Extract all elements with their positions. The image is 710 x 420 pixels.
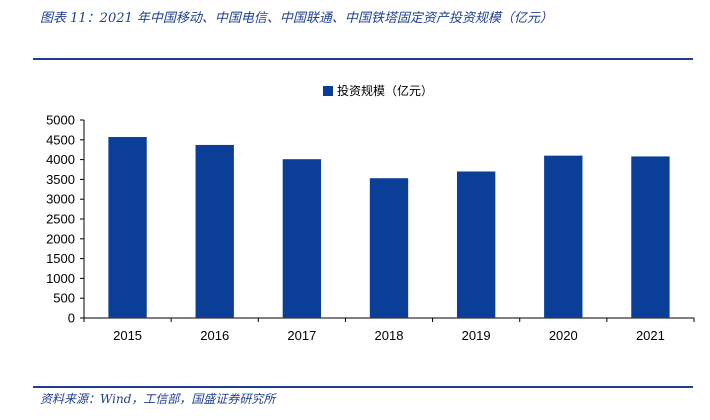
figure-title: 图表 11：2021 年中国移动、中国电信、中国联通、中国铁塔固定资产投资规模（… [40,11,553,26]
y-tick-label: 1000 [46,271,75,286]
y-tick-label: 500 [53,291,75,306]
legend-swatch [323,86,333,96]
y-tick-label: 1500 [46,251,75,266]
x-axis: 2015 2016 2017 2018 2019 2020 2021 [83,317,695,343]
x-tick-label: 2016 [200,328,229,343]
bar-2018 [369,178,409,318]
legend-label: 投资规模（亿元） [337,83,433,98]
bottom-divider [33,386,693,388]
x-tick-label: 2018 [375,328,404,343]
bar-2021 [631,156,670,318]
y-tick-label: 2500 [46,212,75,227]
y-tick-label: 4500 [46,132,75,147]
y-axis: 0 500 1000 1500 2000 2500 3000 3500 4000 4500 5000 [46,113,85,326]
y-tick-label: 2000 [46,231,75,246]
top-divider [33,58,693,60]
x-tick-label: 2015 [113,328,142,343]
bar-2020 [544,155,583,318]
y-tick-label: 4000 [46,152,75,167]
bars [108,137,670,318]
x-tick-label: 2020 [549,328,578,343]
bar-2019 [456,171,496,318]
legend: 投资规模（亿元） [323,83,433,98]
x-tick-label: 2021 [636,328,665,343]
y-tick-label: 5000 [46,113,75,128]
x-tick-label: 2019 [462,328,491,343]
y-tick-label: 3000 [46,192,75,207]
y-tick-label: 3500 [46,172,75,187]
source-note: 资料来源：Wind，工信部，国盛证券研究所 [40,392,276,406]
bar-2017 [282,159,322,318]
x-tick-label: 2017 [287,328,316,343]
y-tick-label: 0 [68,311,75,326]
bar-2016 [195,144,234,318]
bar-2015 [108,137,147,318]
